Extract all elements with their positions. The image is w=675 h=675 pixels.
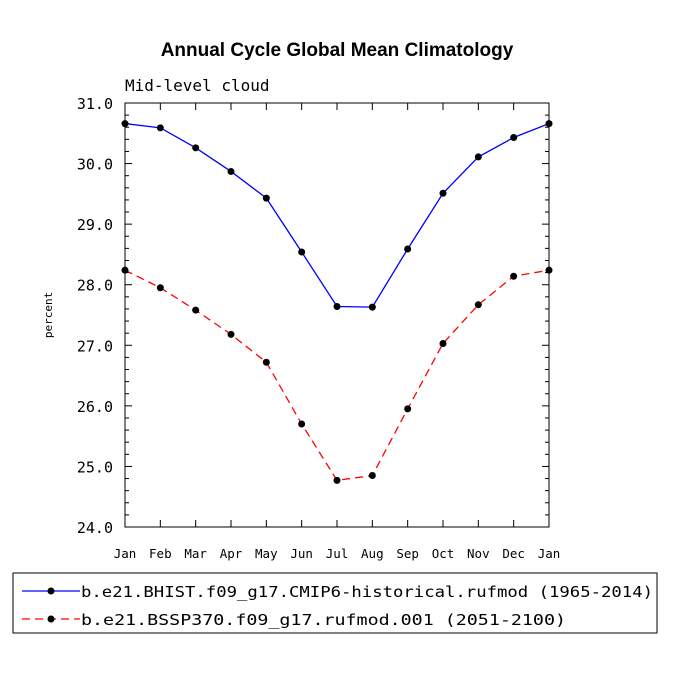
x-tick-label: Oct	[432, 546, 455, 561]
plot-frame	[124, 102, 550, 528]
x-tick-label: Aug	[361, 546, 384, 561]
series-line-1	[124, 269, 550, 482]
series-1-point	[333, 476, 341, 484]
series-1-point	[368, 472, 376, 480]
x-tick-label: Mar	[184, 546, 207, 561]
x-ticks: Jan Feb Mar Apr May Jun Jul Aug Sep Oct Nov Dec Jan	[114, 103, 561, 561]
x-tick-label: Nov	[467, 546, 490, 561]
series-0-point	[510, 134, 518, 142]
series-1-point	[298, 420, 306, 428]
series-1-point	[510, 272, 518, 280]
x-tick-label: Apr	[220, 546, 243, 561]
series-line-0	[124, 122, 550, 308]
series-0-point	[404, 245, 412, 253]
series-0-point	[121, 120, 129, 128]
series-1-point	[439, 339, 447, 347]
y-tick-label: 29.0	[77, 216, 113, 234]
series-0-point	[192, 144, 200, 152]
series-0-point	[262, 194, 270, 202]
series-0-point	[368, 303, 376, 311]
series-1-point	[545, 266, 553, 274]
legend-item-ssp370: b.e21.BSSP370.f09_g17.rufmod.001 (2051-2…	[22, 611, 566, 629]
x-tick-label: Jun	[290, 546, 313, 561]
x-tick-label: Jan	[538, 546, 561, 561]
legend-marker-historical	[47, 587, 55, 595]
y-tick-label: 27.0	[77, 337, 113, 355]
y-tick-label: 31.0	[77, 95, 113, 113]
y-axis-label: percent	[42, 292, 55, 338]
series-1-point	[192, 306, 200, 314]
chart-title: Annual Cycle Global Mean Climatology	[161, 40, 514, 61]
legend-marker-ssp370	[47, 615, 55, 623]
series-layer	[121, 120, 553, 484]
series-1-point	[404, 405, 412, 413]
legend: b.e21.BHIST.f09_g17.CMIP6-historical.ruf…	[12, 572, 658, 634]
series-0-point	[333, 303, 341, 311]
x-tick-label: Jan	[114, 546, 137, 561]
legend-label-historical: b.e21.BHIST.f09_g17.CMIP6-historical.ruf…	[81, 583, 653, 601]
y-tick-label: 25.0	[77, 458, 113, 476]
x-tick-label: Sep	[396, 546, 419, 561]
legend-box	[12, 572, 658, 634]
y-tick-label: 30.0	[77, 156, 113, 174]
x-tick-label: May	[255, 546, 278, 561]
series-1-point	[262, 358, 270, 366]
legend-label-ssp370: b.e21.BSSP370.f09_g17.rufmod.001 (2051-2…	[81, 611, 566, 629]
series-0-point	[439, 189, 447, 197]
series-1-point	[227, 330, 235, 338]
series-1-point	[121, 266, 129, 274]
y-tick-label: 24.0	[77, 519, 113, 537]
series-0-point	[474, 153, 482, 161]
y-tick-label: 26.0	[77, 398, 113, 416]
series-0-point	[545, 120, 553, 128]
legend-item-historical: b.e21.BHIST.f09_g17.CMIP6-historical.ruf…	[22, 583, 653, 601]
series-0-point	[156, 124, 164, 132]
series-0-point	[298, 248, 306, 256]
series-1-point	[474, 301, 482, 309]
chart-subtitle: Mid-level cloud	[125, 76, 270, 95]
y-ticks: 24.0 25.0 26.0 27.0 28.0 29.0 30.0 31.0	[77, 95, 549, 537]
series-1-point	[156, 284, 164, 292]
x-tick-label: Feb	[149, 546, 172, 561]
x-tick-label: Jul	[326, 546, 349, 561]
y-tick-label: 28.0	[77, 277, 113, 295]
x-tick-label: Dec	[502, 546, 525, 561]
series-0-point	[227, 167, 235, 175]
